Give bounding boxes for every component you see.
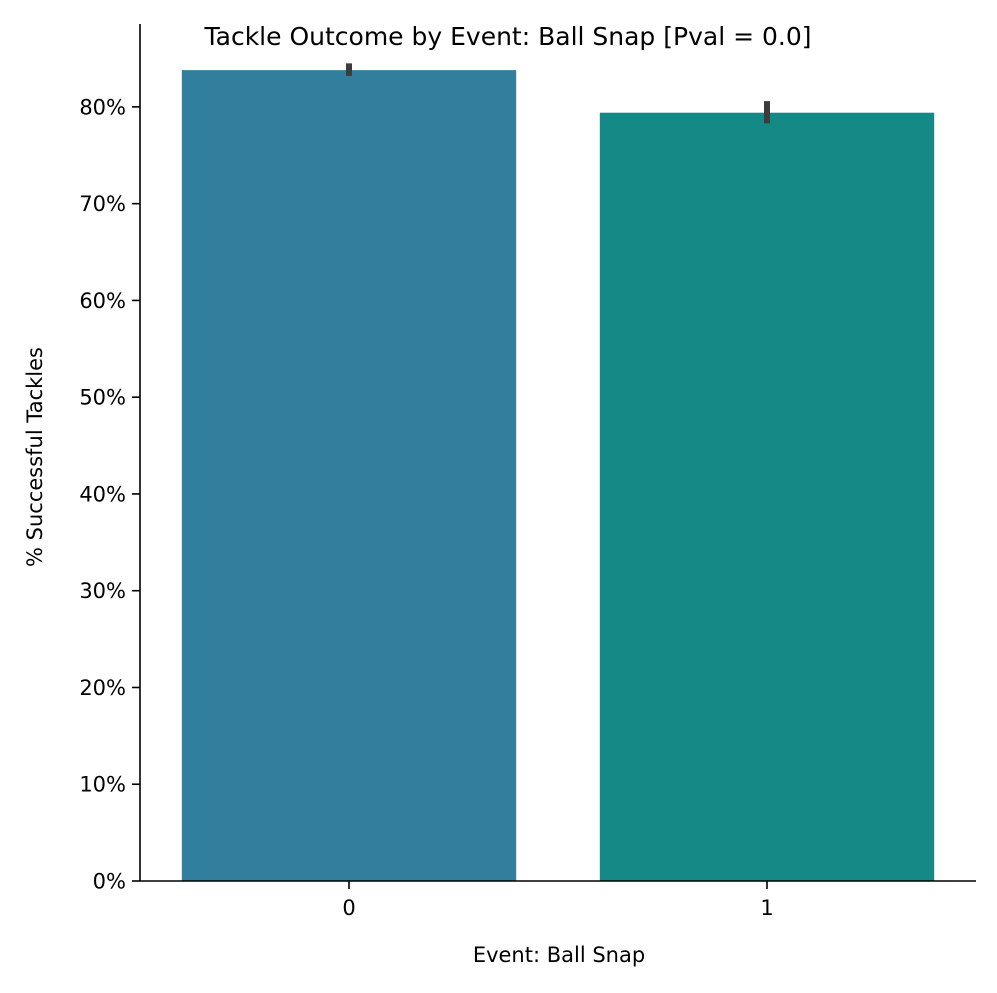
chart-title: Tackle Outcome by Event: Ball Snap [Pval… — [204, 22, 812, 51]
y-tick-label: 80% — [79, 95, 126, 119]
y-axis: 0% 10% 20% 30% 40% 50% 60% 70% 80% — [79, 24, 141, 894]
y-tick-label: 0% — [93, 870, 126, 894]
x-axis-title: Event: Ball Snap — [473, 943, 645, 967]
x-tick-label: 1 — [760, 896, 773, 920]
y-tick-label: 60% — [79, 289, 126, 313]
bar-1 — [599, 112, 935, 882]
y-tick-label: 20% — [79, 676, 126, 700]
y-tick-label: 40% — [79, 482, 126, 506]
y-axis-title: % Successful Tackles — [23, 347, 47, 567]
y-tick-label: 10% — [79, 773, 126, 797]
y-tick-label: 50% — [79, 386, 126, 410]
error-bars-layer — [346, 63, 770, 124]
bar-0 — [181, 70, 517, 881]
x-tick-label: 0 — [342, 896, 355, 920]
bars-layer — [181, 70, 935, 882]
y-tick-label: 70% — [79, 192, 126, 216]
y-tick-label: 30% — [79, 579, 126, 603]
